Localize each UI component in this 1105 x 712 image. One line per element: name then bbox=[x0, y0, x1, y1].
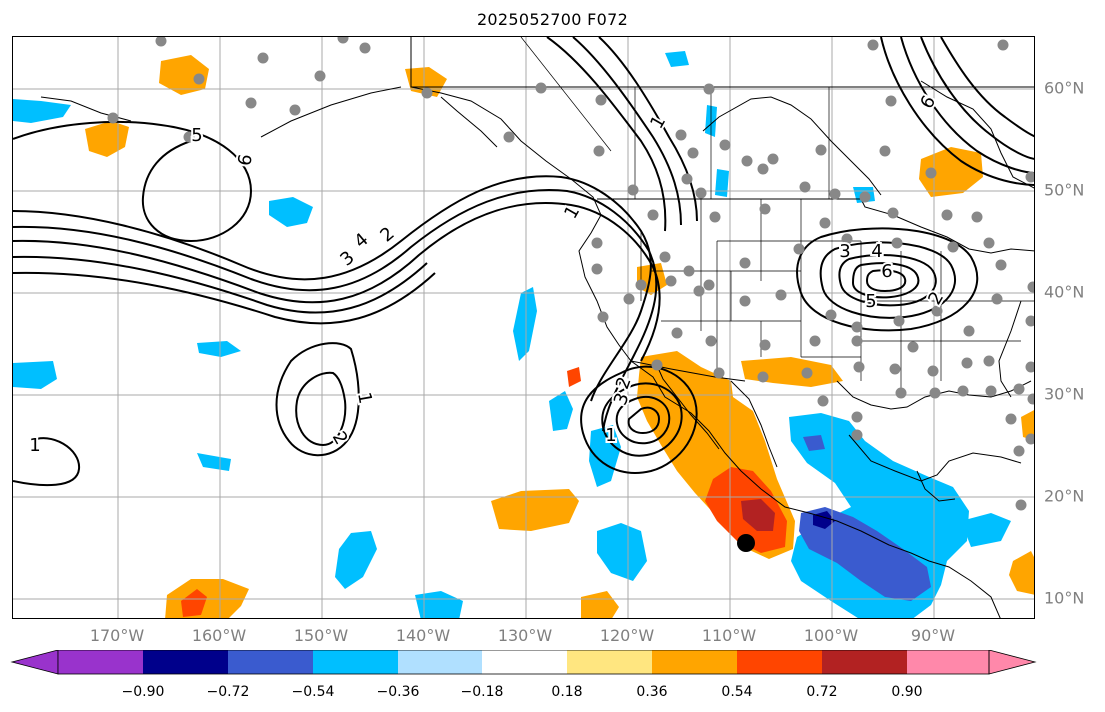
contour-label: 1 bbox=[29, 435, 40, 456]
colorbar-segment bbox=[58, 650, 143, 674]
colorbar-segment bbox=[567, 650, 652, 674]
contour-label: 2 bbox=[924, 288, 948, 308]
colorbar-tick: 0.36 bbox=[636, 684, 668, 700]
contour-label: 3 bbox=[839, 241, 850, 262]
colorbar-segment bbox=[398, 650, 482, 674]
contour-label: 1 bbox=[353, 391, 376, 406]
fill-cyan-region bbox=[13, 361, 57, 389]
colorbar bbox=[10, 650, 1037, 675]
fill-cyan-region bbox=[597, 523, 647, 581]
contour-label: 4 bbox=[871, 241, 882, 262]
contour-label: 6 bbox=[234, 153, 257, 168]
lon-label: 160°W bbox=[191, 626, 247, 645]
fill-orange-region bbox=[919, 147, 983, 197]
lon-label: 150°W bbox=[293, 626, 349, 645]
fill-red-region bbox=[567, 367, 581, 387]
lon-label: 170°W bbox=[89, 626, 145, 645]
fill-cyan-region bbox=[13, 99, 71, 123]
contour-label: 6 bbox=[881, 261, 892, 282]
fill-cyan-region bbox=[335, 531, 377, 589]
fill-cyan-region bbox=[415, 591, 463, 618]
fill-cyan-region bbox=[961, 513, 1011, 547]
map-panel[interactable]: 1 1 2 3 4 5 6 1 2 3 1 2 3 4 5 6 1 2 6 bbox=[12, 36, 1035, 619]
contour-lines bbox=[13, 37, 1034, 487]
colorbar-segment bbox=[652, 650, 737, 674]
colorbar-tick: −0.72 bbox=[206, 684, 250, 700]
station-dots bbox=[107, 37, 1034, 511]
coastlines bbox=[40, 37, 1034, 618]
map-title: 2025052700 F072 bbox=[476, 10, 629, 29]
contour-label: 2 bbox=[376, 223, 398, 246]
lon-label: 120°W bbox=[599, 626, 655, 645]
lon-label: 140°W bbox=[395, 626, 451, 645]
fill-cyan-region bbox=[549, 391, 573, 431]
colorbar-segment bbox=[313, 650, 398, 674]
contour-label: 2 bbox=[328, 428, 352, 448]
fill-cyan-region bbox=[589, 425, 621, 487]
fill-orange-region bbox=[85, 121, 129, 157]
fill-orange-region bbox=[741, 357, 843, 387]
lat-label: 50°N bbox=[1044, 180, 1085, 200]
lon-label: 90°W bbox=[910, 626, 956, 645]
colorbar-tick: 0.54 bbox=[721, 684, 753, 700]
fill-cyan-region bbox=[665, 51, 689, 67]
colorbar-low-extension bbox=[10, 650, 59, 675]
contour-label: 3 bbox=[610, 390, 634, 408]
contour-label: 5 bbox=[191, 125, 202, 146]
fill-cyan-region bbox=[269, 197, 313, 227]
fill-red-region bbox=[181, 589, 207, 617]
fill-orange-region bbox=[581, 591, 619, 618]
colorbar-tick: 0.72 bbox=[806, 684, 838, 700]
fill-darkred-region bbox=[741, 499, 775, 531]
colorbar-tick: 0.90 bbox=[891, 684, 923, 700]
fill-orange-region bbox=[159, 55, 209, 95]
lat-label: 60°N bbox=[1044, 78, 1085, 98]
colorbar-high-extension bbox=[988, 650, 1037, 675]
graticule bbox=[13, 37, 1034, 618]
lat-label: 40°N bbox=[1044, 282, 1085, 302]
colorbar-segment bbox=[228, 650, 313, 674]
storm-center-marker bbox=[737, 534, 755, 552]
colorbar-tick: −0.36 bbox=[376, 684, 420, 700]
map-canvas: 1 1 2 3 4 5 6 1 2 3 1 2 3 4 5 6 1 2 6 bbox=[13, 37, 1034, 618]
colorbar-tick: −0.54 bbox=[291, 684, 335, 700]
fill-cyan-region bbox=[715, 169, 729, 197]
fill-orange-region bbox=[491, 489, 579, 531]
contour-label: 1 bbox=[646, 112, 670, 132]
contour-label: 5 bbox=[865, 291, 876, 312]
colorbar-segment bbox=[143, 650, 228, 674]
colorbar-segment bbox=[907, 650, 989, 674]
contour-label: 4 bbox=[350, 229, 372, 252]
lon-label: 100°W bbox=[803, 626, 859, 645]
fill-orange-region bbox=[1021, 410, 1034, 441]
lat-label: 20°N bbox=[1044, 486, 1085, 506]
contour-label-group: 1 1 2 3 4 5 6 1 2 3 1 2 3 4 5 6 1 2 6 bbox=[27, 90, 950, 458]
colorbar-segment bbox=[737, 650, 822, 674]
contour-label: 1 bbox=[605, 425, 616, 446]
colorbar-tick: 0.18 bbox=[551, 684, 583, 700]
colorbar-tick: −0.18 bbox=[460, 684, 504, 700]
fill-orange-region bbox=[1009, 551, 1034, 595]
fill-cyan-region bbox=[513, 287, 537, 361]
lat-label: 30°N bbox=[1044, 384, 1085, 404]
fill-cyan-region bbox=[197, 341, 241, 357]
colorbar-segment bbox=[822, 650, 907, 674]
lat-label: 10°N bbox=[1044, 588, 1085, 608]
fill-cyan-region bbox=[197, 453, 231, 471]
contour-label: 3 bbox=[336, 247, 358, 270]
anomaly-fills bbox=[13, 51, 1034, 618]
colorbar-tick: −0.90 bbox=[121, 684, 165, 700]
lon-label: 110°W bbox=[701, 626, 757, 645]
colorbar-segment bbox=[482, 650, 567, 674]
fill-royal-region bbox=[803, 435, 825, 451]
lon-label: 130°W bbox=[497, 626, 553, 645]
